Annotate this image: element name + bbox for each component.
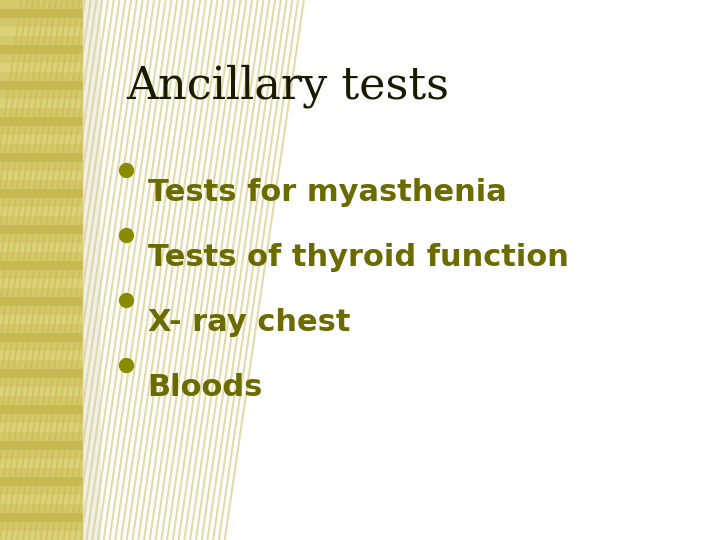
- Bar: [0, 315, 83, 324]
- Bar: [0, 261, 83, 270]
- Bar: [0, 351, 83, 360]
- Text: Bloods: Bloods: [148, 373, 263, 402]
- Bar: [0, 387, 83, 396]
- Bar: [0, 243, 83, 252]
- Bar: [0, 153, 83, 162]
- Bar: [0, 99, 83, 108]
- Bar: [0, 369, 83, 378]
- Bar: [0, 459, 83, 468]
- Bar: [0, 63, 83, 72]
- Bar: [0, 27, 83, 36]
- Bar: [0, 81, 83, 90]
- Bar: [0, 45, 83, 54]
- Bar: [0, 477, 83, 486]
- Bar: [0, 441, 83, 450]
- Bar: [0, 333, 83, 342]
- Text: Tests of thyroid function: Tests of thyroid function: [148, 243, 569, 272]
- Bar: [0, 9, 83, 18]
- Bar: [0, 531, 83, 540]
- Bar: [0, 207, 83, 216]
- Bar: [0, 513, 83, 522]
- Bar: [0, 423, 83, 432]
- Bar: [0, 405, 83, 414]
- Bar: [0, 117, 83, 126]
- Bar: [0, 495, 83, 504]
- Bar: [0, 0, 83, 540]
- Bar: [0, 189, 83, 198]
- Text: Ancillary tests: Ancillary tests: [126, 65, 449, 109]
- Text: X- ray chest: X- ray chest: [148, 308, 350, 337]
- Bar: [0, 279, 83, 288]
- Bar: [0, 297, 83, 306]
- Bar: [0, 171, 83, 180]
- Bar: [0, 225, 83, 234]
- Bar: [83, 0, 101, 540]
- Bar: [0, 135, 83, 144]
- Text: Tests for myasthenia: Tests for myasthenia: [148, 178, 506, 207]
